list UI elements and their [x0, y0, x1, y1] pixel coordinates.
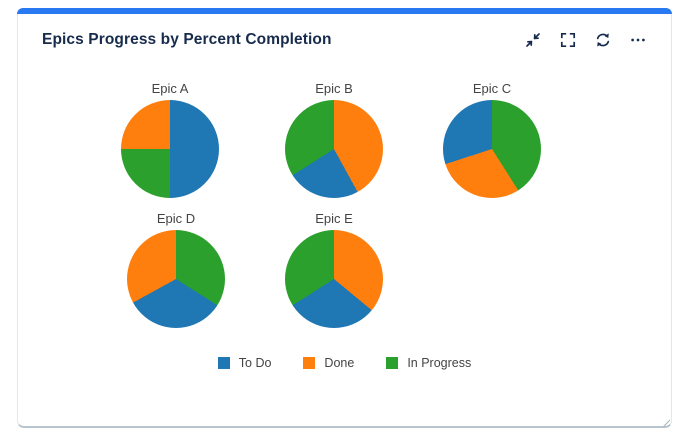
pie-chart[interactable] — [443, 100, 541, 198]
legend-label: Done — [324, 356, 355, 370]
pie-block: Epic C — [443, 81, 541, 198]
legend-swatch — [217, 357, 230, 369]
pie-title: Epic E — [315, 211, 353, 226]
widget-card: Epics Progress by Percent Completion — [17, 8, 672, 428]
pie-title: Epic C — [472, 81, 512, 96]
chart-legend: To Do Done In Progress — [18, 356, 671, 370]
card-header: Epics Progress by Percent Completion — [18, 15, 671, 65]
refresh-icon — [596, 33, 610, 47]
legend-label: In Progress — [407, 356, 472, 370]
pie-chart[interactable] — [285, 100, 383, 198]
pie-block: Epic A — [121, 81, 219, 198]
pie-block: Epic D — [127, 211, 225, 328]
pie-block: Epic B — [285, 81, 383, 198]
resize-handle[interactable] — [660, 416, 670, 426]
pie-chart[interactable] — [285, 230, 383, 328]
card-toolbar — [522, 29, 649, 51]
pie-chart[interactable] — [127, 230, 225, 328]
legend-item[interactable]: In Progress — [386, 356, 471, 370]
ellipsis-icon — [631, 38, 645, 42]
legend-label: To Do — [238, 356, 272, 370]
legend-swatch — [386, 357, 399, 369]
pie-title: Epic D — [156, 211, 196, 226]
card-accent-bar — [17, 8, 672, 14]
legend-swatch — [303, 357, 316, 369]
pies-grid: Epic A Epic B Epic C Epic D Epic E — [18, 9, 671, 426]
card-title: Epics Progress by Percent Completion — [42, 31, 332, 48]
fullscreen-icon — [560, 32, 576, 48]
legend-item[interactable]: To Do — [217, 356, 272, 370]
collapse-button[interactable] — [522, 29, 544, 51]
more-options-button[interactable] — [627, 29, 649, 51]
pie-title: Epic B — [315, 81, 353, 96]
refresh-button[interactable] — [592, 29, 614, 51]
pie-chart[interactable] — [121, 100, 219, 198]
pie-title: Epic A — [151, 81, 189, 96]
fullscreen-button[interactable] — [557, 29, 579, 51]
legend-item[interactable]: Done — [303, 356, 354, 370]
pie-block: Epic E — [285, 211, 383, 328]
collapse-icon — [526, 33, 540, 47]
